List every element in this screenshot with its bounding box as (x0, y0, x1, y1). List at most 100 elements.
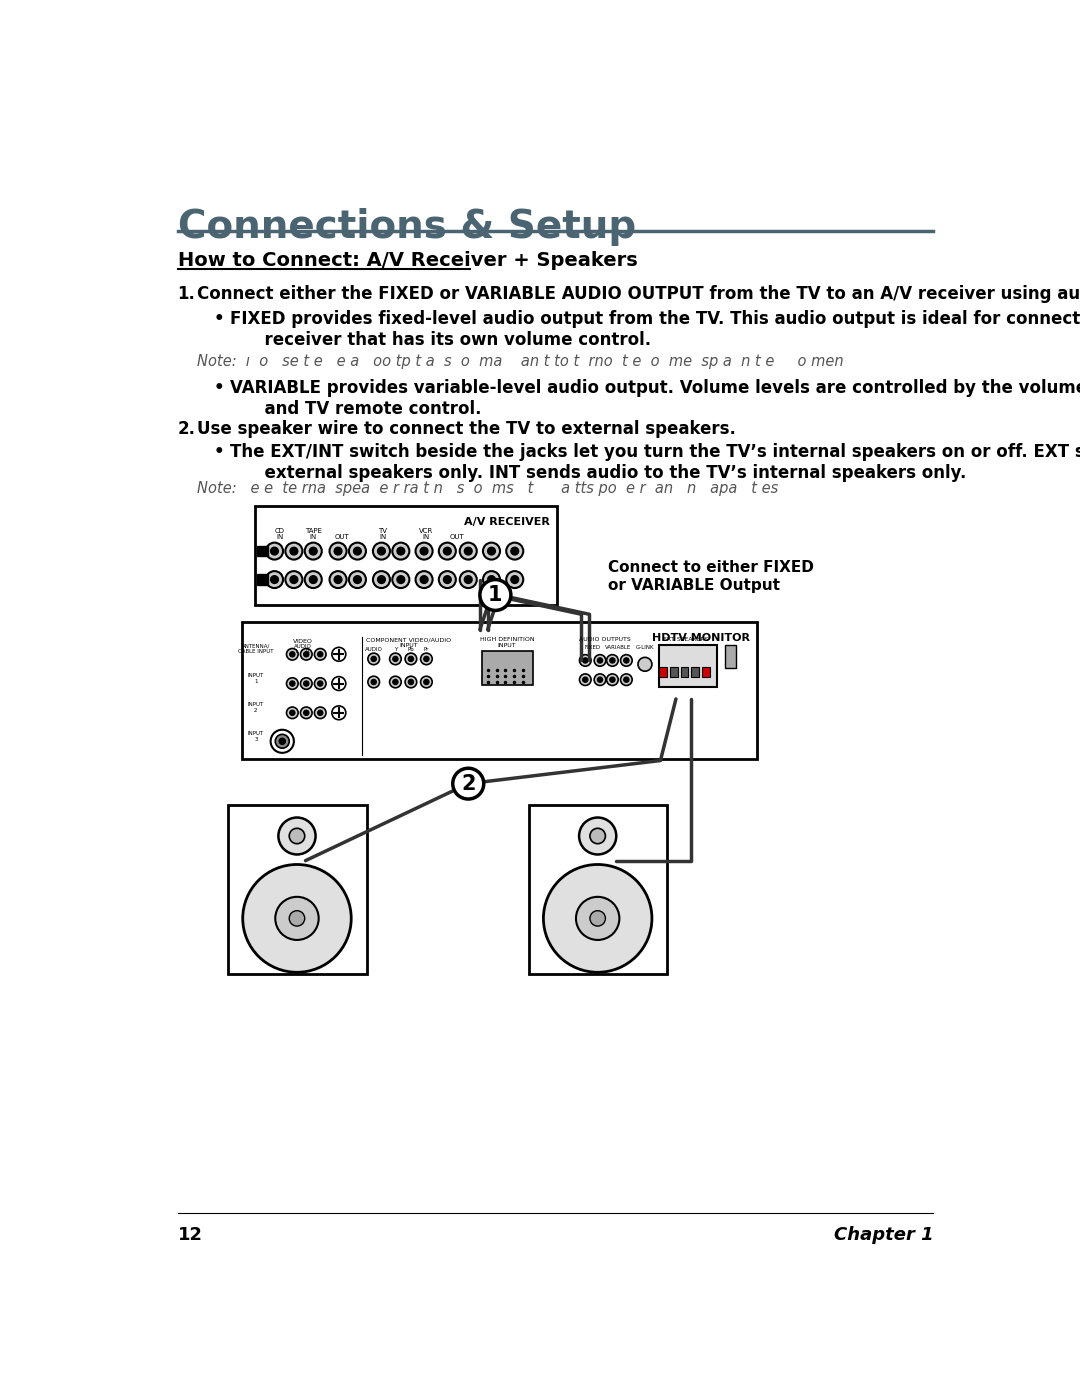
Text: AUDIO
L    R: AUDIO L R (294, 644, 311, 654)
Circle shape (623, 658, 629, 664)
Text: HDTV MONITOR: HDTV MONITOR (651, 633, 750, 643)
Text: 1: 1 (488, 585, 502, 605)
Circle shape (372, 679, 377, 685)
Text: IN: IN (379, 534, 387, 541)
Circle shape (393, 657, 399, 662)
Text: VARIABLE: VARIABLE (605, 645, 631, 650)
Circle shape (420, 576, 428, 584)
Text: How to Connect: A/V Receiver + Speakers: How to Connect: A/V Receiver + Speakers (177, 251, 637, 270)
Circle shape (460, 571, 476, 588)
FancyBboxPatch shape (529, 805, 667, 974)
Circle shape (285, 571, 302, 588)
Text: •: • (214, 380, 225, 397)
Circle shape (305, 571, 322, 588)
Circle shape (590, 828, 606, 844)
Circle shape (444, 548, 451, 555)
Circle shape (266, 542, 283, 560)
Bar (670, 666, 677, 678)
FancyBboxPatch shape (482, 651, 534, 685)
Text: 12: 12 (177, 1227, 203, 1245)
Circle shape (378, 548, 386, 555)
Circle shape (488, 576, 496, 584)
Circle shape (309, 548, 318, 555)
Circle shape (285, 542, 302, 560)
Circle shape (621, 655, 632, 666)
Text: 2: 2 (461, 774, 475, 793)
Circle shape (393, 679, 399, 685)
Text: VIDEO: VIDEO (293, 638, 312, 644)
Circle shape (590, 911, 606, 926)
Text: TAPE: TAPE (305, 528, 322, 534)
Text: IN: IN (276, 534, 284, 541)
Text: Y: Y (394, 647, 397, 652)
Circle shape (334, 576, 342, 584)
Circle shape (318, 680, 323, 686)
Circle shape (318, 651, 323, 657)
Circle shape (420, 548, 428, 555)
Circle shape (397, 576, 405, 584)
Circle shape (582, 658, 588, 664)
Circle shape (368, 676, 379, 687)
Text: Connections & Setup: Connections & Setup (177, 208, 636, 246)
Text: A/V RECEIVER: A/V RECEIVER (463, 517, 550, 527)
Circle shape (610, 678, 616, 682)
Circle shape (305, 542, 322, 560)
Circle shape (279, 817, 315, 855)
Circle shape (303, 651, 309, 657)
Text: Chapter 1: Chapter 1 (834, 1227, 933, 1245)
Circle shape (423, 679, 429, 685)
Circle shape (420, 654, 432, 665)
Circle shape (405, 676, 417, 687)
Circle shape (623, 678, 629, 682)
Circle shape (483, 571, 500, 588)
Text: AUDIO OUTPUTS: AUDIO OUTPUTS (579, 637, 631, 643)
Circle shape (390, 676, 401, 687)
Circle shape (594, 655, 606, 666)
Text: EXT SPEAKERS: EXT SPEAKERS (663, 637, 708, 643)
Circle shape (332, 676, 346, 690)
Text: 2.: 2. (177, 420, 195, 439)
Text: Note:   e e  te rna  spea  e r ra t n   s  o  ms   t      a tts po  e r  an   n : Note: e e te rna spea e r ra t n s o ms … (197, 481, 779, 496)
Circle shape (488, 548, 496, 555)
Circle shape (332, 705, 346, 719)
Circle shape (576, 897, 619, 940)
Circle shape (332, 647, 346, 661)
Text: Pb: Pb (407, 647, 415, 652)
Circle shape (289, 828, 305, 844)
Bar (725, 645, 737, 668)
Circle shape (408, 657, 414, 662)
Circle shape (314, 678, 326, 689)
Circle shape (392, 571, 409, 588)
Circle shape (405, 654, 417, 665)
Circle shape (480, 580, 511, 610)
Circle shape (289, 911, 305, 926)
Text: Use speaker wire to connect the TV to external speakers.: Use speaker wire to connect the TV to ex… (197, 420, 735, 439)
Circle shape (309, 576, 318, 584)
Circle shape (597, 658, 603, 664)
Circle shape (610, 658, 616, 664)
Circle shape (453, 768, 484, 799)
Text: ANTENNA/
CABLE INPUT: ANTENNA/ CABLE INPUT (239, 644, 273, 654)
Circle shape (271, 729, 294, 753)
Circle shape (303, 680, 309, 686)
Circle shape (378, 576, 386, 584)
Circle shape (318, 710, 323, 715)
Text: INPUT
2: INPUT 2 (247, 703, 264, 712)
Circle shape (266, 571, 283, 588)
Circle shape (373, 542, 390, 560)
Text: IN: IN (310, 534, 316, 541)
Circle shape (300, 678, 312, 689)
Circle shape (438, 571, 456, 588)
Circle shape (390, 654, 401, 665)
Text: 1.: 1. (177, 285, 195, 303)
Text: The EXT/INT switch beside the jacks let you turn the TV’s internal speakers on o: The EXT/INT switch beside the jacks let … (230, 443, 1080, 482)
Bar (659, 666, 666, 678)
Text: FIXED: FIXED (585, 645, 602, 650)
Circle shape (314, 648, 326, 659)
Bar (257, 546, 268, 556)
Circle shape (460, 542, 476, 560)
Circle shape (580, 673, 591, 686)
Circle shape (397, 548, 405, 555)
Text: Connect either the FIXED or VARIABLE AUDIO OUTPUT from the TV to an A/V receiver: Connect either the FIXED or VARIABLE AUD… (197, 285, 1080, 303)
Circle shape (373, 571, 390, 588)
